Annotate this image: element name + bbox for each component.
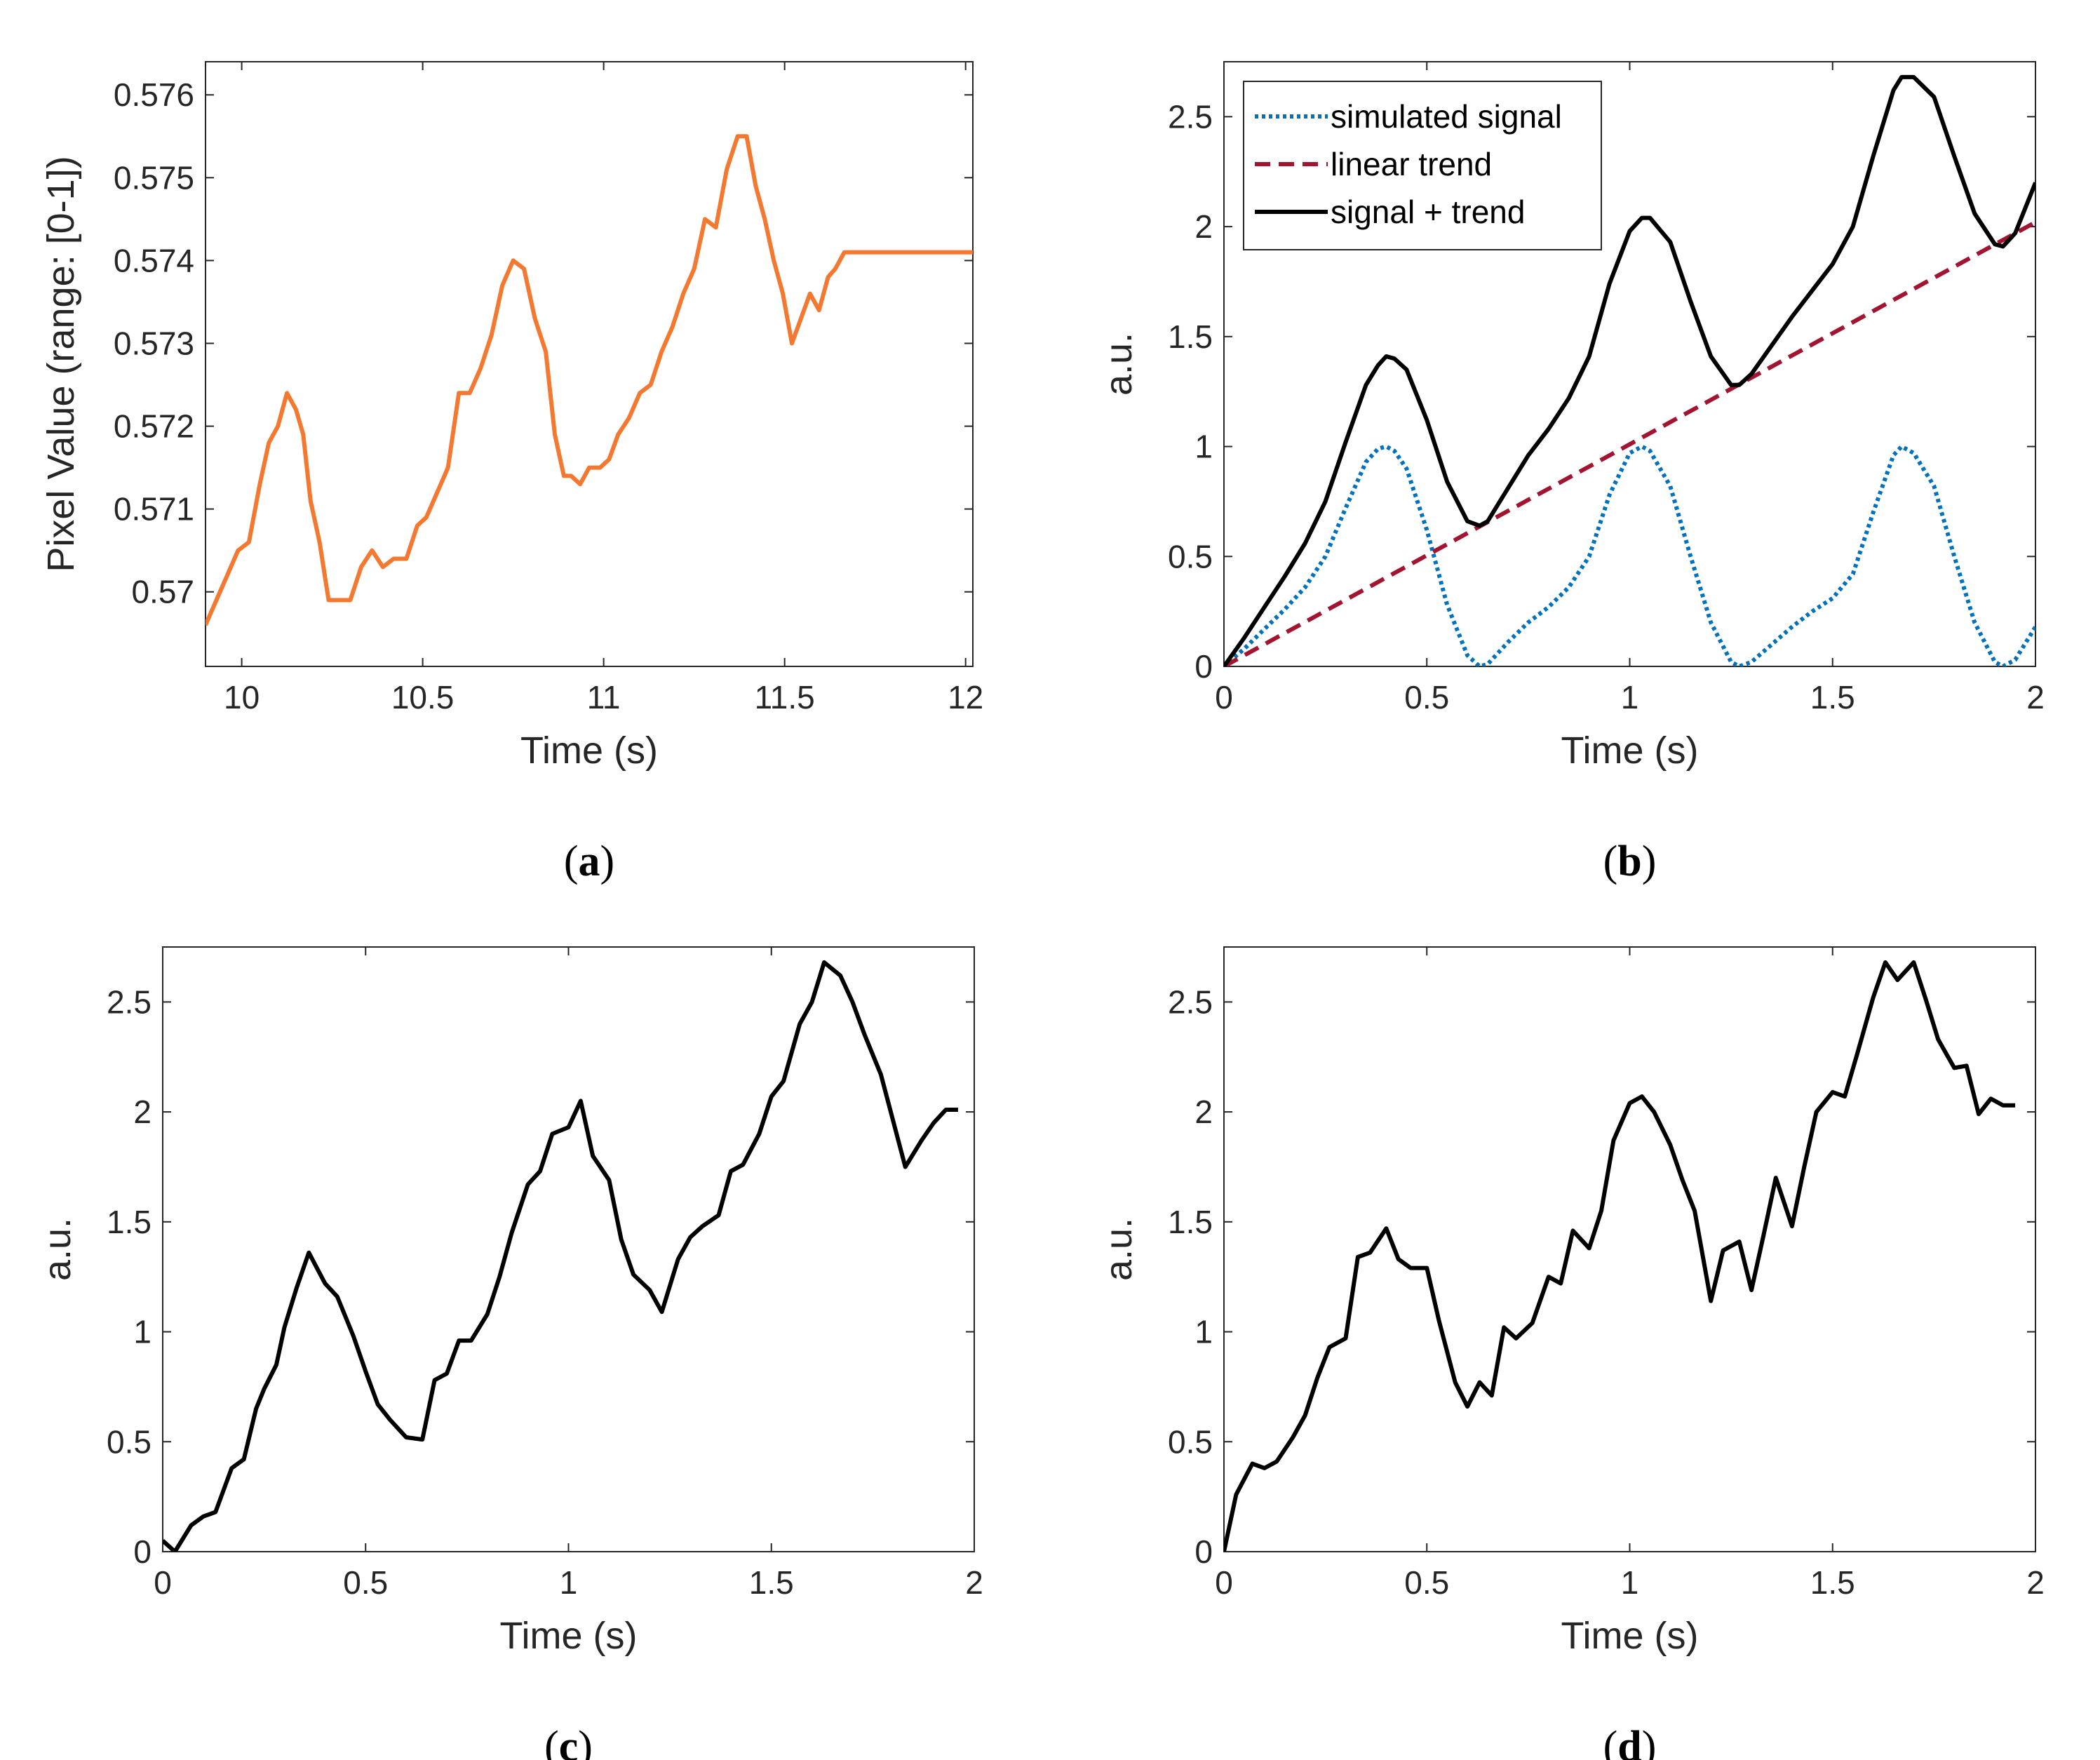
- x-tick-label: 10.5: [391, 679, 455, 716]
- y-tick-label: 1: [1194, 1314, 1213, 1350]
- y-tick-label: 0.5: [1168, 538, 1213, 575]
- caption-close: ): [1642, 838, 1657, 885]
- x-axis-label: Time (s): [500, 1615, 638, 1657]
- y-tick-label: 1.5: [1168, 318, 1213, 355]
- y-axis-label: a.u.: [1098, 1218, 1140, 1281]
- y-tick-label: 2: [133, 1094, 152, 1130]
- y-axis-label: Pixel Value (range: [0-1]): [40, 156, 82, 572]
- x-tick-label: 1: [1621, 679, 1639, 716]
- x-tick-label: 10: [224, 679, 260, 716]
- x-axis-label: Time (s): [1561, 730, 1699, 772]
- panel-b: 0 0.5 1 1.5 2 0 0.5 1 1.5 2 2.5 Time (s) a.u. simulat…: [1098, 61, 2045, 885]
- caption-open: (: [1603, 838, 1618, 885]
- y-tick-label: 0.5: [1168, 1423, 1213, 1460]
- legend-entry: simulated signal: [1331, 98, 1562, 135]
- caption-close: ): [600, 838, 615, 885]
- legend-entry: linear trend: [1331, 146, 1492, 182]
- panel-caption: (c): [544, 1723, 593, 1760]
- x-tick-label: 1.5: [749, 1564, 794, 1601]
- y-axis-label: a.u.: [1098, 332, 1140, 396]
- y-tick-label: 0.576: [114, 76, 194, 113]
- panel-c: 0 0.5 1 1.5 2 0 0.5 1 1.5 2 2.5 Time (s) a.u. (c): [36, 946, 983, 1760]
- x-tick-label: 1: [1621, 1564, 1639, 1601]
- y-axis-label: a.u.: [36, 1218, 79, 1281]
- x-tick-label: 11: [587, 679, 621, 716]
- x-tick-label: 2: [2026, 1564, 2045, 1601]
- x-tick-label: 1: [560, 1564, 578, 1601]
- y-tick-label: 2: [1194, 208, 1213, 245]
- caption-letter: c: [559, 1723, 579, 1760]
- x-axis-label: Time (s): [1561, 1615, 1699, 1657]
- x-tick-label: 2: [965, 1564, 983, 1601]
- y-tick-label: 0.575: [114, 159, 194, 196]
- series-line-b-0: [1224, 444, 2035, 666]
- x-tick-label: 1.5: [1810, 1564, 1855, 1601]
- series-line-a-0: [206, 134, 973, 626]
- y-tick-label: 1: [1194, 429, 1213, 465]
- caption-close: ): [578, 1723, 593, 1760]
- x-tick-label: 11.5: [755, 679, 815, 716]
- y-tick-label: 2.5: [1168, 983, 1213, 1020]
- y-tick-label: 0.5: [107, 1423, 152, 1460]
- y-tick-label: 2.5: [1168, 98, 1213, 135]
- series-line-b-1: [1224, 220, 2035, 666]
- caption-open: (: [544, 1723, 559, 1760]
- y-tick-label: 0.573: [114, 325, 194, 361]
- panel-caption: (d): [1603, 1723, 1657, 1760]
- caption-open: (: [564, 838, 579, 885]
- y-tick-label: 1: [133, 1314, 152, 1350]
- panel-d: 0 0.5 1 1.5 2 0 0.5 1 1.5 2 2.5 Time (s) a.u. (d): [1098, 946, 2045, 1760]
- y-tick-label: 0.57: [131, 574, 194, 610]
- y-tick-label: 0.571: [114, 491, 194, 528]
- x-axis-label: Time (s): [520, 730, 658, 772]
- legend-entry: signal + trend: [1331, 194, 1525, 230]
- y-tick-label: 2.5: [107, 983, 152, 1020]
- x-tick-label: 0.5: [1404, 1564, 1449, 1601]
- axes-box-a: [205, 61, 974, 667]
- y-tick-label: 0: [1194, 648, 1213, 685]
- y-tick-label: 0.574: [114, 242, 194, 278]
- axes-box-c: [162, 946, 975, 1552]
- caption-letter: b: [1617, 838, 1641, 885]
- series-line-c-0: [163, 960, 958, 1552]
- x-tick-label: 0: [1215, 1564, 1233, 1601]
- y-tick-label: 0.572: [114, 408, 194, 445]
- x-tick-label: 2: [2026, 679, 2045, 716]
- y-tick-label: 1.5: [107, 1204, 152, 1240]
- panel-caption: (a): [564, 838, 614, 885]
- y-tick-label: 2: [1194, 1094, 1213, 1130]
- x-tick-label: 12: [948, 679, 983, 716]
- series-line-d-0: [1224, 960, 2016, 1552]
- series-line-b-2: [1224, 74, 2035, 666]
- x-tick-label: 0.5: [343, 1564, 388, 1601]
- panel-caption: (b): [1603, 838, 1657, 885]
- caption-open: (: [1603, 1723, 1618, 1760]
- x-tick-label: 0.5: [1404, 679, 1449, 716]
- x-tick-label: 0: [154, 1564, 172, 1601]
- axes-box-d: [1223, 946, 2036, 1552]
- caption-close: ): [1642, 1723, 1657, 1760]
- caption-letter: a: [579, 838, 600, 885]
- y-tick-label: 0: [133, 1533, 152, 1570]
- x-tick-label: 0: [1215, 679, 1233, 716]
- y-tick-label: 1.5: [1168, 1204, 1213, 1240]
- y-tick-label: 0: [1194, 1533, 1213, 1570]
- x-tick-label: 1.5: [1810, 679, 1855, 716]
- panel-a: 10 10.5 11 11.5 12 0.57 0.571 0.572 0.573 0.574 0.…: [40, 61, 983, 885]
- caption-letter: d: [1617, 1723, 1641, 1760]
